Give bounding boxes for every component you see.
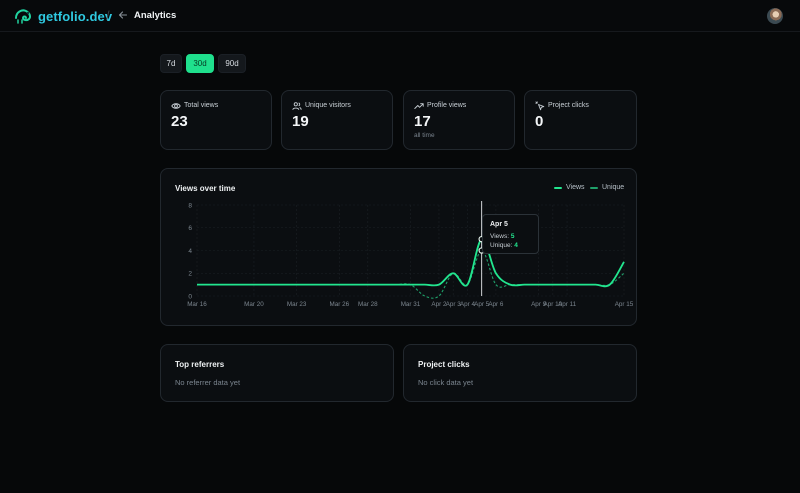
- stat-value: 19: [292, 113, 309, 130]
- y-tick-label: 2: [188, 271, 192, 278]
- legend-unique-swatch: [590, 186, 598, 189]
- page-title: Analytics: [134, 10, 177, 21]
- tooltip-unique-value: 4: [514, 242, 518, 249]
- x-tick-label: Apr 3: [446, 301, 462, 308]
- x-tick-label: Mar 23: [287, 301, 307, 308]
- views-line-chart[interactable]: 0 2 4 6 8 Mar 16 Mar 20 Mar 23 Mar 26 Mar 28 Mar 3…: [161, 169, 638, 327]
- tooltip-views-label: Views:: [490, 233, 510, 240]
- range-7d-button[interactable]: 7d: [160, 54, 182, 73]
- x-tick-label: Apr 5: [474, 301, 490, 308]
- x-tick-label: Mar 26: [330, 301, 350, 308]
- x-tick-label: Apr 9: [531, 301, 547, 308]
- x-tick-label: Apr 15: [615, 301, 634, 308]
- stat-label: Unique visitors: [305, 102, 351, 109]
- stat-value: 0: [535, 113, 544, 130]
- range-90d-button[interactable]: 90d: [218, 54, 246, 73]
- brand-name[interactable]: getfolio.dev: [38, 9, 113, 24]
- top-referrers-panel: Top referrers No referrer data yet: [160, 344, 394, 402]
- top-referrers-empty: No referrer data yet: [175, 378, 241, 387]
- stat-card-unique-visitors: Unique visitors 19: [281, 90, 393, 150]
- tooltip-views: Views: 5: [490, 233, 514, 240]
- series-line-views: [196, 238, 625, 288]
- stat-label: Total views: [184, 102, 219, 109]
- top-referrers-title: Top referrers: [175, 360, 225, 369]
- stat-card-project-clicks: Project clicks 0: [524, 90, 637, 150]
- y-tick-label: 8: [188, 202, 192, 209]
- x-tick-label: Mar 16: [187, 301, 207, 308]
- project-clicks-panel: Project clicks No click data yet: [403, 344, 637, 402]
- y-tick-label: 4: [188, 248, 192, 255]
- stat-subtext: all time: [414, 132, 435, 139]
- stat-card-total-views: Total views 23: [160, 90, 272, 150]
- x-tick-label: Apr 6: [488, 301, 504, 308]
- x-tick-label: Apr 4: [460, 301, 476, 308]
- trending-up-icon: [414, 103, 424, 109]
- views-chart-card: Views over time Views Unique 0 2 4 6 8 Mar 16…: [160, 168, 637, 326]
- x-tick-label: Apr 2: [431, 301, 447, 308]
- range-30d-button[interactable]: 30d: [186, 54, 214, 73]
- stat-card-profile-views: Profile views 17 all time: [403, 90, 515, 150]
- users-icon: [292, 102, 302, 110]
- stat-label: Profile views: [427, 102, 467, 109]
- top-bar: getfolio.dev / Analytics: [0, 0, 800, 32]
- tooltip-date: Apr 5: [490, 221, 508, 228]
- chart-tooltip: Apr 5 Views: 5 Unique: 4: [482, 214, 539, 254]
- pointer-icon: [535, 101, 545, 111]
- avatar[interactable]: [767, 8, 783, 24]
- tooltip-unique: Unique: 4: [490, 242, 518, 249]
- arrow-left-icon[interactable]: [118, 10, 128, 20]
- stat-label: Project clicks: [548, 102, 589, 109]
- x-tick-label: Mar 31: [401, 301, 421, 308]
- tooltip-unique-label: Unique:: [490, 242, 513, 249]
- x-tick-label: Apr 11: [558, 301, 577, 308]
- legend-unique-label: Unique: [602, 184, 625, 191]
- chameleon-logo-icon[interactable]: [14, 8, 34, 24]
- y-tick-label: 6: [188, 225, 192, 232]
- stat-value: 17: [414, 113, 431, 130]
- y-tick-label: 0: [188, 293, 192, 300]
- legend-unique: Unique: [590, 184, 624, 191]
- chart-title: Views over time: [175, 184, 236, 193]
- project-clicks-empty: No click data yet: [418, 378, 474, 387]
- legend-views-label: Views: [566, 184, 585, 191]
- x-tick-label: Mar 20: [244, 301, 264, 308]
- tooltip-views-value: 5: [510, 233, 515, 240]
- x-tick-label: Mar 28: [358, 301, 378, 308]
- breadcrumb-separator: /: [106, 8, 110, 23]
- eye-icon: [171, 103, 181, 109]
- legend-views-swatch: [554, 186, 562, 189]
- x-tick-label: Apr 10: [544, 301, 563, 308]
- stat-value: 23: [171, 113, 188, 130]
- legend-views: Views: [554, 184, 585, 191]
- project-clicks-title: Project clicks: [418, 360, 470, 369]
